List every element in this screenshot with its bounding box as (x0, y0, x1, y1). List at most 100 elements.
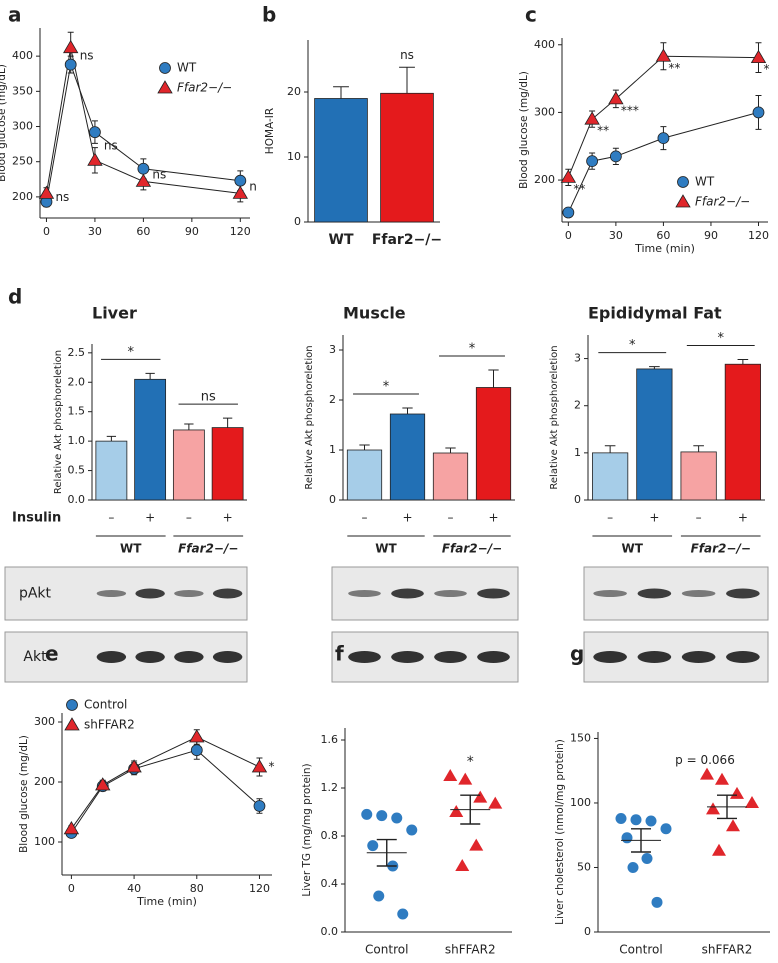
x-tick-label: shFFAR2 (702, 943, 753, 957)
data-point (562, 206, 575, 219)
data-point (750, 49, 767, 64)
y-tick-label: 1 (329, 443, 336, 456)
panel-letter: g (570, 642, 584, 666)
y-tick-label: 2.0 (68, 375, 86, 388)
blot-band (348, 590, 381, 597)
data-point (560, 169, 577, 183)
panel-letter: c (525, 3, 537, 27)
annotation: * (718, 331, 725, 346)
blot-band (477, 588, 510, 599)
data-point (630, 814, 642, 826)
blot-label: Akt (23, 649, 47, 665)
y-tick-label: 1.2 (321, 781, 339, 794)
y-tick-label: 2 (574, 399, 581, 412)
y-tick-label: 150 (570, 731, 591, 744)
y-tick-label: 0 (294, 215, 301, 228)
x-tick-label: 60 (136, 225, 150, 238)
legend-marker (677, 176, 689, 188)
bar (592, 452, 629, 501)
error-bar (445, 447, 456, 453)
blot-band (212, 651, 243, 663)
y-tick-label: 400 (12, 49, 33, 62)
x-tick-label: – (362, 511, 368, 525)
x-axis-label: Time (min) (136, 895, 197, 908)
data-point (87, 152, 103, 166)
data-point (488, 796, 503, 809)
y-tick-label: 100 (34, 835, 55, 848)
legend-marker (64, 717, 80, 731)
panel-letter: a (8, 3, 22, 27)
data-point (234, 174, 247, 187)
annotation: * (763, 62, 769, 76)
series-line (70, 749, 260, 834)
y-tick-label: 0.8 (321, 829, 339, 842)
error-bar (693, 445, 704, 452)
panel-title: Muscle (343, 304, 406, 323)
data-point (609, 150, 622, 163)
annotation: * (268, 760, 274, 774)
y-tick-label: 0.0 (68, 493, 86, 506)
x-tick-label: 0 (43, 225, 50, 238)
sem-bar (376, 838, 397, 867)
x-tick-label: 120 (249, 882, 270, 895)
annotation: * (383, 380, 390, 395)
data-point (449, 805, 464, 817)
x-tick-label: 120 (230, 225, 251, 238)
blot-band (212, 588, 243, 599)
error-bar (604, 445, 616, 453)
blot-band (681, 651, 716, 663)
data-point (253, 800, 266, 812)
annotation: * (469, 342, 476, 357)
error-bar (184, 423, 194, 430)
annotation: p = 0.066 (675, 753, 735, 767)
blot-band (637, 651, 672, 663)
annotation: *** (621, 103, 639, 117)
bar (389, 413, 426, 501)
x-tick-label: + (738, 511, 748, 525)
blot-label: pAkt (19, 586, 52, 602)
panel-title: Epididymal Fat (588, 304, 722, 323)
x-tick-label: – (186, 511, 192, 525)
bar (724, 363, 761, 501)
data-point (361, 808, 373, 820)
x-tick-label: Ffar2−/− (372, 232, 442, 248)
error-bar (106, 435, 117, 442)
blot-band (681, 590, 716, 597)
bar (475, 387, 512, 501)
panel-letter: f (335, 642, 344, 666)
annotation: * (467, 754, 474, 770)
x-tick-label: + (145, 511, 155, 525)
y-tick-label: 20 (287, 85, 301, 98)
blot-band (477, 651, 510, 663)
annotation: ** (668, 61, 680, 75)
y-tick-label: 0.4 (321, 877, 339, 890)
data-point (406, 824, 418, 836)
data-point (376, 810, 388, 822)
x-axis-label: Time (min) (634, 242, 695, 255)
data-point (586, 155, 599, 168)
bar (346, 449, 383, 501)
data-point (715, 772, 729, 785)
group-label: Ffar2−/− (442, 542, 502, 556)
error-bar (222, 417, 233, 428)
y-tick-label: 300 (34, 715, 55, 728)
x-tick-label: – (696, 511, 702, 525)
data-point (232, 185, 249, 199)
blot-band (96, 590, 127, 597)
legend-label: Ffar2−/− (695, 195, 750, 209)
y-tick-label: 3 (574, 352, 581, 365)
y-tick-label: 1.0 (68, 434, 86, 447)
blot-band (593, 651, 627, 663)
x-tick-label: 30 (609, 229, 623, 242)
y-axis-label: Blood glucose (mg/dL) (0, 64, 8, 182)
data-point (657, 132, 670, 145)
blot-band (348, 651, 381, 663)
legend-label: WT (177, 61, 197, 75)
panel-letter: d (8, 285, 22, 309)
data-point (64, 58, 77, 71)
y-axis-label: Relative Akt phosphoreletion (304, 345, 315, 489)
y-tick-label: 0 (329, 493, 336, 506)
x-tick-label: – (448, 511, 454, 525)
x-tick-label: Control (619, 943, 662, 957)
